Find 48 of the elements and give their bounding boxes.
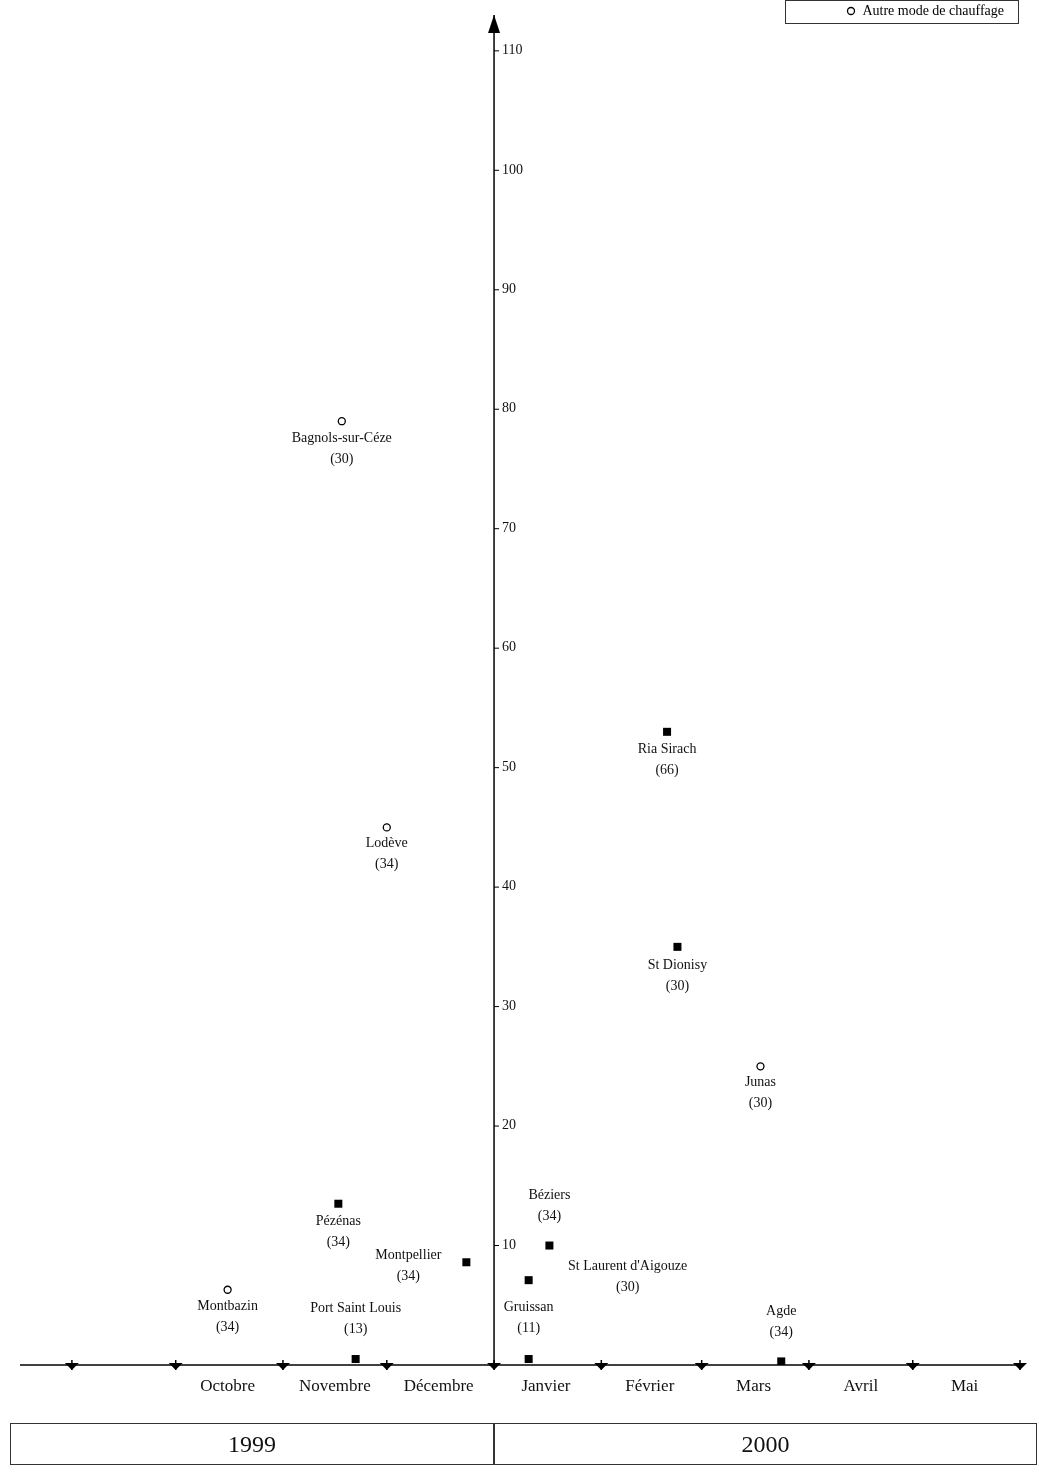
point bbox=[756, 1062, 765, 1071]
annotation: Port Saint Louis (13) bbox=[310, 1300, 402, 1338]
point bbox=[462, 1258, 471, 1267]
y-tick-label: 110 bbox=[502, 42, 523, 58]
annotation: Montbazin (34) bbox=[197, 1297, 258, 1335]
y-tick-label: 70 bbox=[502, 519, 517, 535]
point bbox=[673, 942, 682, 951]
legend-label: Autre mode de chauffage bbox=[862, 3, 1004, 19]
y-tick-label: 10 bbox=[502, 1236, 517, 1252]
annotation: Pézénas (34) bbox=[315, 1212, 361, 1250]
annotation: St Laurent d'Aigouze (30) bbox=[568, 1258, 688, 1296]
x-tick-label: Avril bbox=[843, 1376, 879, 1395]
text: 2000 bbox=[494, 1423, 1037, 1465]
annotation: Junas (30) bbox=[744, 1074, 777, 1112]
point bbox=[223, 1285, 232, 1294]
annotation: Montpellier (34) bbox=[375, 1247, 442, 1285]
x-tick-label: Décembre bbox=[403, 1376, 474, 1395]
y-tick-label: 100 bbox=[502, 161, 524, 177]
annotation: Bagnols-sur-Céze (30) bbox=[291, 430, 392, 468]
point bbox=[524, 1276, 533, 1285]
x-tick-label: Mai bbox=[950, 1376, 979, 1395]
x-tick-label: Mars bbox=[736, 1376, 772, 1395]
annotation: Ria Sirach (66) bbox=[637, 740, 697, 778]
point bbox=[545, 1241, 554, 1250]
x-tick-label: Novembre bbox=[299, 1376, 371, 1395]
point bbox=[334, 1199, 343, 1208]
y-tick-label: 50 bbox=[502, 758, 517, 774]
y-tick-label: 90 bbox=[502, 281, 517, 296]
annotation: Béziers (34) bbox=[528, 1186, 571, 1224]
point bbox=[663, 727, 672, 736]
annotation: Lodève (34) bbox=[365, 835, 408, 873]
y-tick-label: 60 bbox=[502, 639, 517, 655]
point bbox=[524, 1355, 533, 1364]
y-tick-label: 80 bbox=[502, 400, 517, 416]
x-tick-label: Janvier bbox=[521, 1376, 571, 1395]
annotation: St Dionisy (30) bbox=[647, 956, 708, 994]
annotation: Agde (34) bbox=[766, 1303, 797, 1341]
y-tick-label: 40 bbox=[502, 878, 517, 894]
annotation: Gruissan (11) bbox=[503, 1299, 554, 1337]
y-tick-label: 20 bbox=[502, 1117, 517, 1133]
x-tick-label: Février bbox=[625, 1376, 675, 1395]
point bbox=[351, 1355, 360, 1364]
text: 1999 bbox=[10, 1423, 495, 1465]
point bbox=[382, 823, 391, 832]
y-tick-label: 30 bbox=[502, 997, 517, 1013]
point bbox=[777, 1357, 786, 1365]
point bbox=[337, 417, 346, 426]
x-tick-label: Octobre bbox=[200, 1376, 255, 1395]
